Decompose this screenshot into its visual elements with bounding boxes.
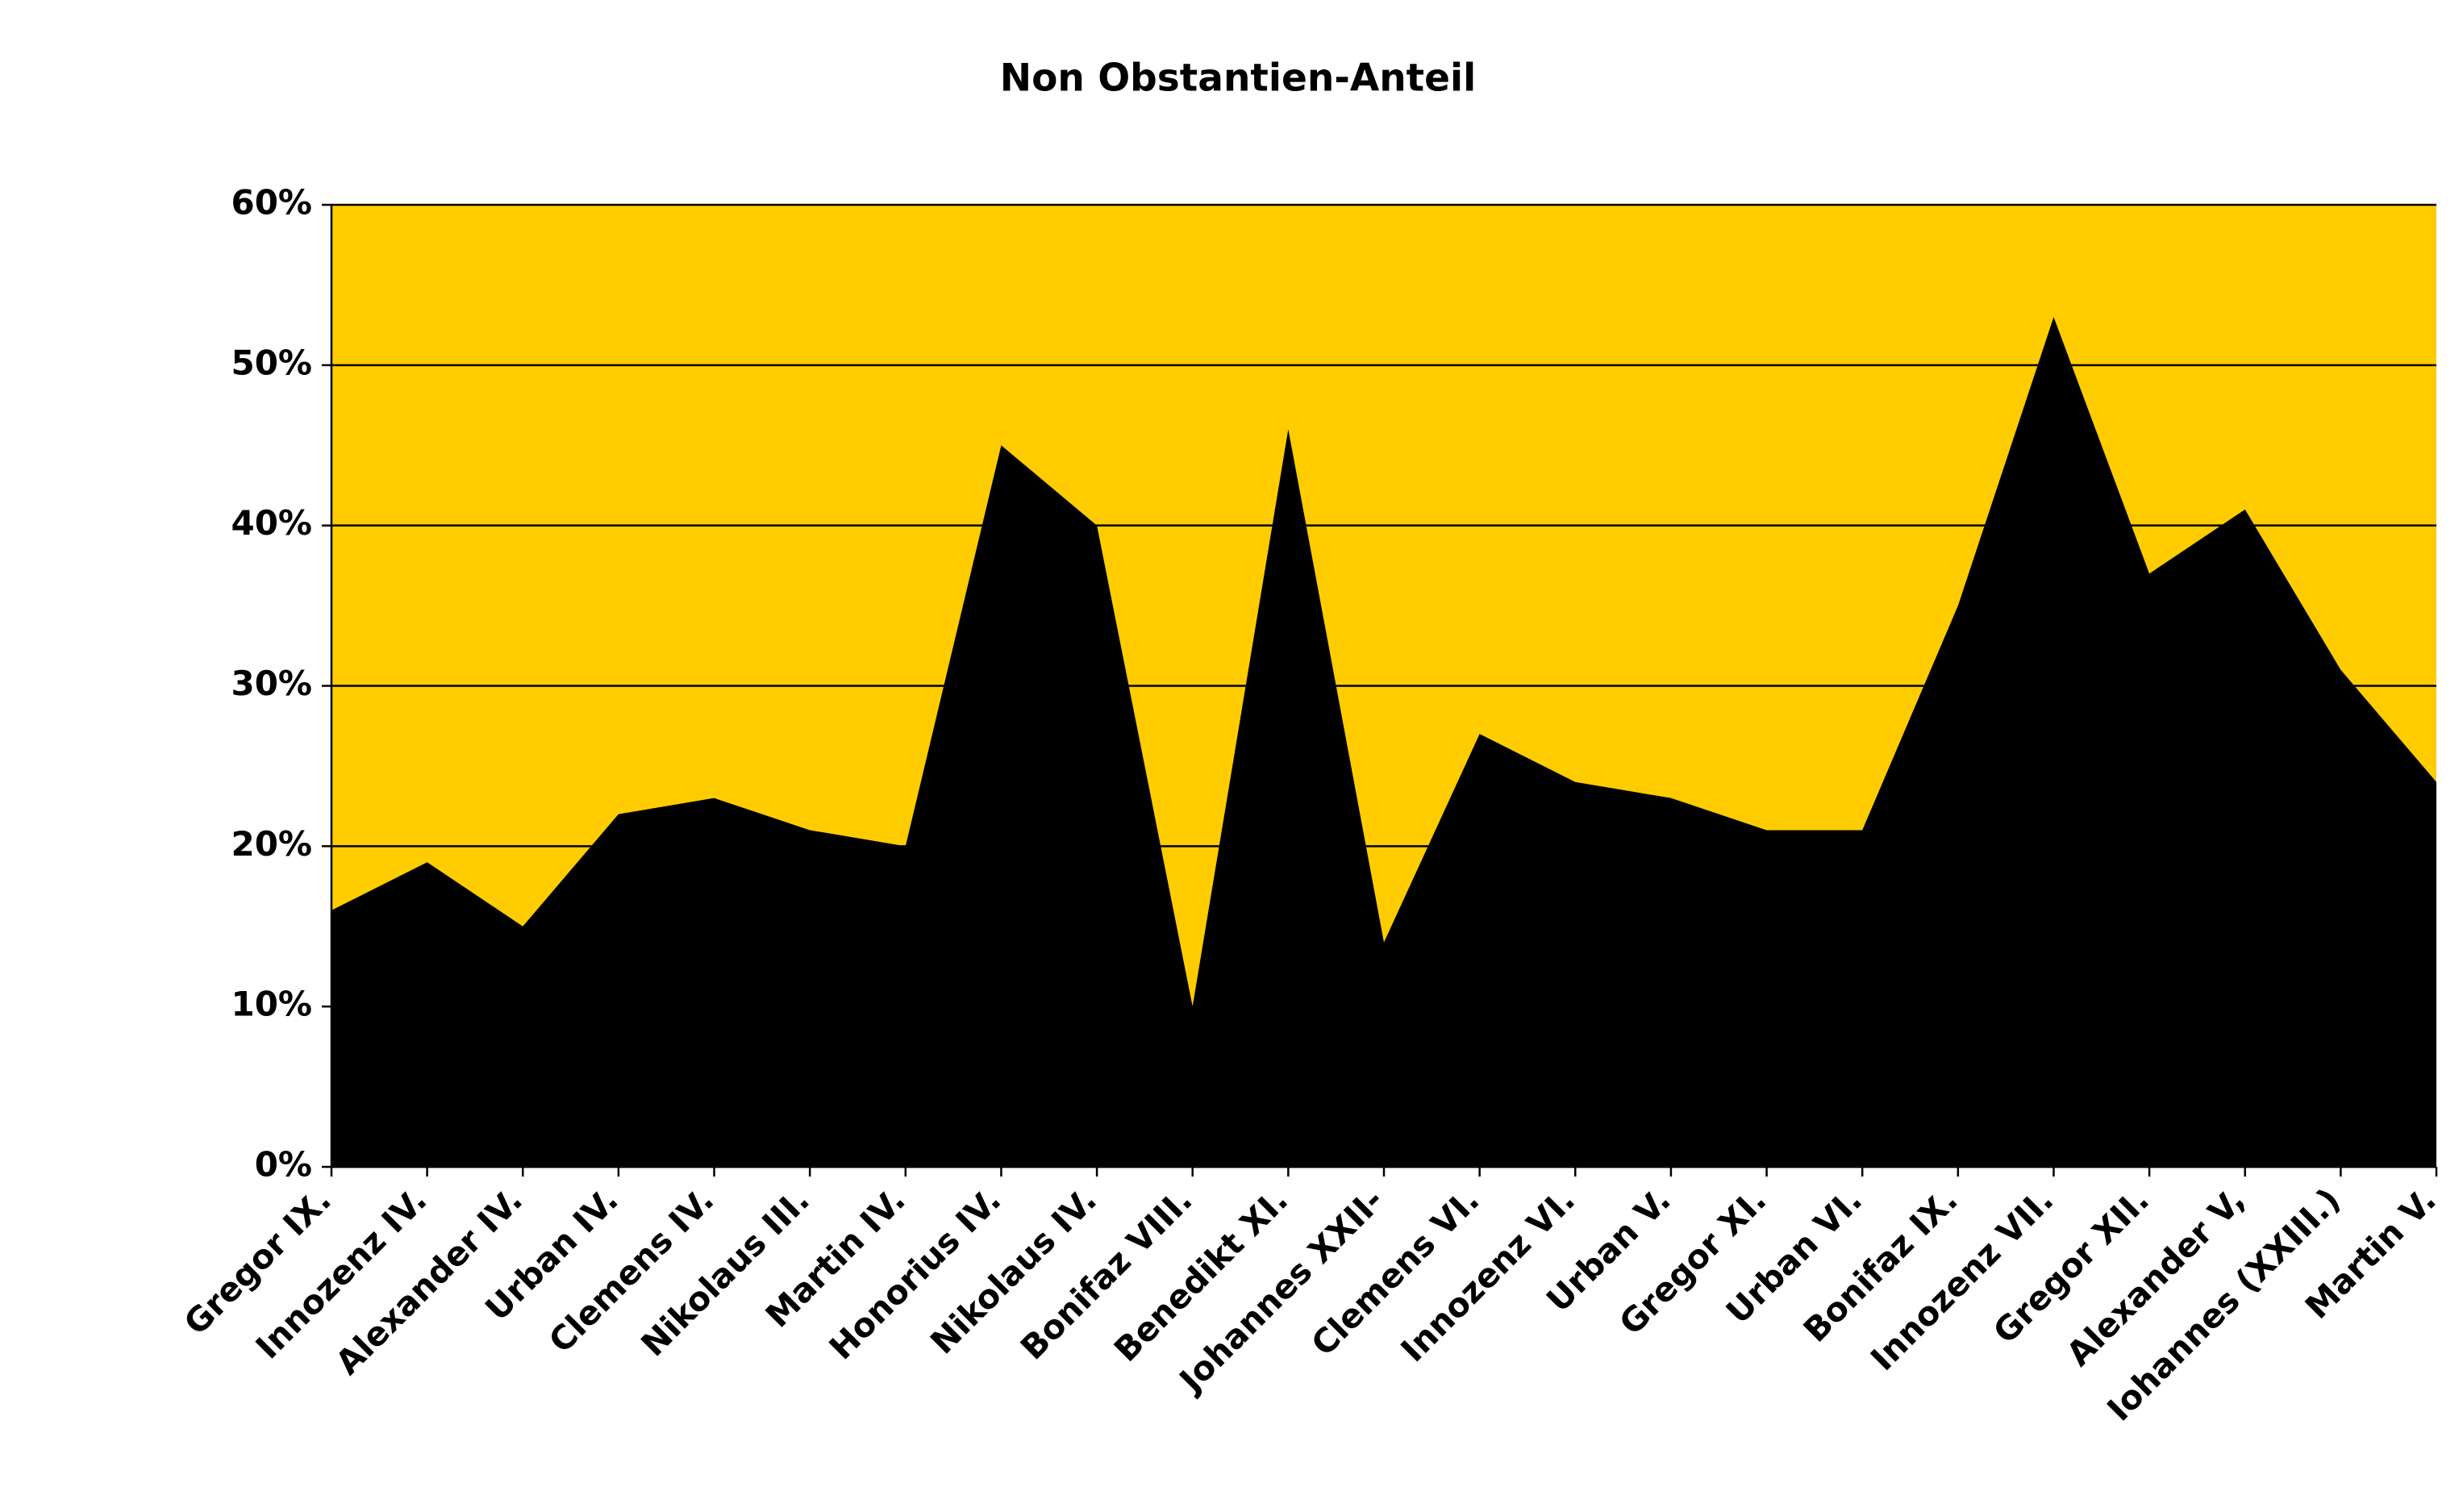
y-tick-label: 50% [231,343,312,382]
x-tick-label: Nikolaus III. [634,1181,817,1364]
x-tick-label: Innozenz VI. [1394,1181,1582,1369]
x-tick-label: Clemens VI. [1304,1181,1487,1364]
y-tick-label: 30% [231,664,312,703]
x-tick-label: Innozenz IV. [248,1181,435,1367]
x-tick-label: Honorius IV. [822,1181,1008,1367]
y-tick-label: 10% [231,985,312,1024]
area [331,317,2436,1167]
chart-title: Non Obstantien-Anteil [1000,56,1476,101]
y-tick-label: 40% [231,503,312,543]
x-tick-label: Bonifaz VIII. [1013,1181,1199,1367]
x-tick-label: Nikolaus IV. [923,1181,1104,1362]
x-tick-label: Benedikt XI. [1106,1181,1295,1369]
y-tick-label: 20% [231,824,312,864]
y-tick-label: 60% [231,183,312,223]
x-tick-label: Clemens IV. [541,1181,721,1360]
y-tick-label: 0% [255,1145,312,1185]
